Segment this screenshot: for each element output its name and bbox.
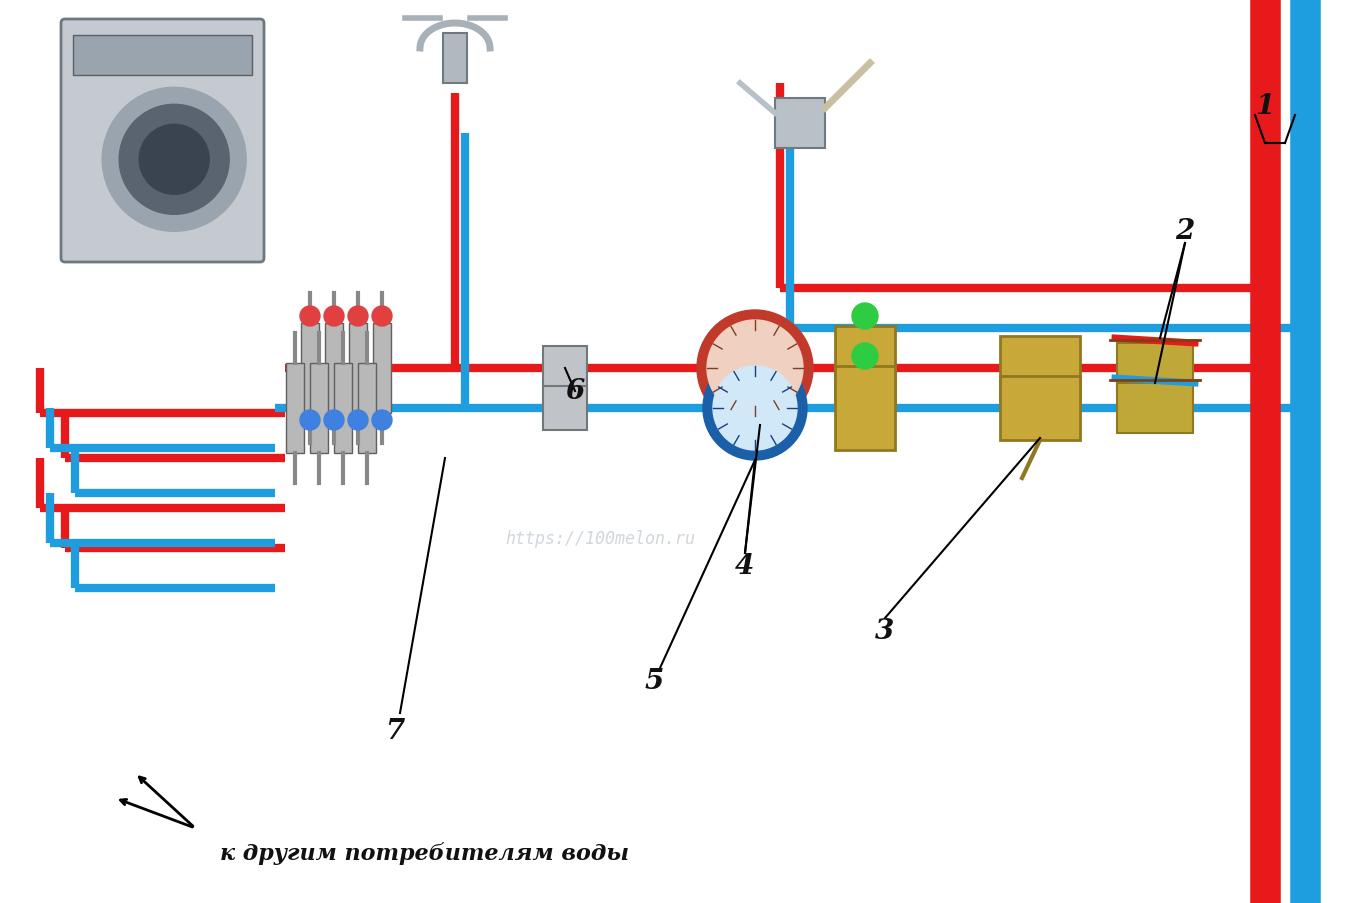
Bar bbox=[775, 99, 824, 149]
Circle shape bbox=[373, 411, 391, 431]
Circle shape bbox=[120, 105, 229, 215]
Text: 5: 5 bbox=[646, 667, 664, 694]
Text: 1: 1 bbox=[1255, 93, 1274, 120]
Bar bbox=[301, 323, 319, 414]
Bar bbox=[325, 323, 343, 414]
Circle shape bbox=[851, 344, 878, 369]
Bar bbox=[999, 377, 1080, 441]
Bar bbox=[348, 323, 367, 414]
Bar bbox=[373, 323, 391, 414]
Circle shape bbox=[348, 411, 369, 431]
Bar bbox=[835, 367, 894, 451]
Bar bbox=[334, 364, 352, 453]
Text: 4: 4 bbox=[734, 553, 755, 580]
Text: 2: 2 bbox=[1176, 218, 1194, 245]
Circle shape bbox=[707, 321, 803, 416]
Text: 3: 3 bbox=[876, 618, 894, 644]
Bar bbox=[358, 364, 377, 453]
Circle shape bbox=[300, 411, 320, 431]
Bar bbox=[1116, 344, 1193, 394]
Text: 6: 6 bbox=[565, 377, 584, 405]
Circle shape bbox=[713, 367, 798, 451]
Circle shape bbox=[851, 303, 878, 330]
Text: https://100melon.ru: https://100melon.ru bbox=[504, 529, 695, 547]
Bar bbox=[73, 36, 252, 76]
Bar bbox=[309, 364, 328, 453]
Circle shape bbox=[348, 307, 369, 327]
Bar bbox=[1116, 384, 1193, 433]
FancyBboxPatch shape bbox=[61, 20, 264, 263]
Circle shape bbox=[102, 88, 246, 232]
Bar bbox=[835, 327, 894, 411]
Text: 7: 7 bbox=[385, 717, 405, 744]
Circle shape bbox=[697, 311, 812, 426]
Bar bbox=[543, 347, 586, 391]
Circle shape bbox=[300, 307, 320, 327]
Circle shape bbox=[324, 411, 344, 431]
Circle shape bbox=[703, 357, 807, 461]
Circle shape bbox=[373, 307, 391, 327]
Circle shape bbox=[324, 307, 344, 327]
Text: к другим потребителям воды: к другим потребителям воды bbox=[221, 842, 629, 864]
Circle shape bbox=[139, 126, 210, 195]
Bar bbox=[999, 337, 1080, 401]
Bar bbox=[543, 386, 586, 431]
Bar bbox=[286, 364, 304, 453]
Bar bbox=[443, 34, 467, 84]
